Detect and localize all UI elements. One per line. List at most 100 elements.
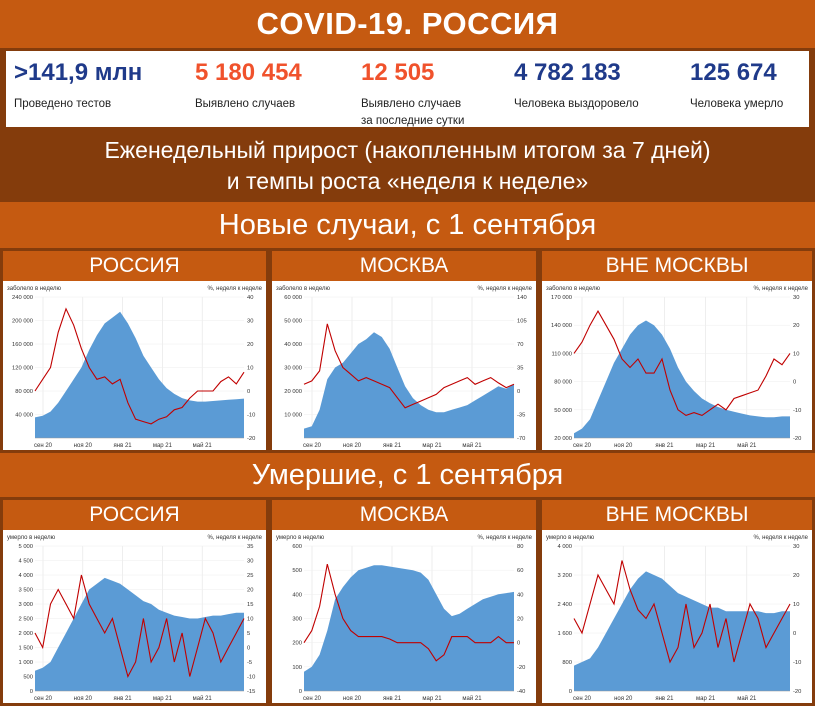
- x-tick-label: сен 20: [34, 443, 53, 449]
- right-axis-label: %, неделя к неделе: [753, 286, 808, 292]
- right-axis-label: %, неделя к неделе: [477, 286, 532, 292]
- cases-russia-panel: заболело в неделю %, неделя к неделе сен 2…: [3, 281, 266, 450]
- area-series: [304, 332, 514, 438]
- x-tick-label: мар 21: [153, 443, 173, 449]
- y-tick-label: 1 500: [18, 646, 33, 652]
- cases-row: РОССИЯ заболело в неделю %, неделя к неде…: [0, 248, 815, 453]
- deaths-moscow-chart: умерло в неделю %, неделя к неделе сен 20 н…: [276, 535, 533, 702]
- left-axis-label: умерло в неделю: [546, 535, 595, 541]
- stat-daily-cases-label-line2: за последние сутки: [361, 115, 465, 127]
- x-tick-label: май 21: [462, 442, 482, 449]
- y-tick-label: 120 000: [12, 366, 33, 372]
- y-tick-label: 10 000: [284, 413, 302, 419]
- y2-tick-label: 30: [247, 559, 253, 565]
- y-tick-label: 50 000: [554, 408, 572, 414]
- deaths-row: РОССИЯ умерло в неделю %, неделя к неделе…: [0, 497, 815, 706]
- x-tick-label: май 21: [193, 695, 213, 702]
- stat-recovered-label: Человека выздоровело: [514, 98, 639, 110]
- y-tick-label: 0: [30, 689, 33, 695]
- y-tick-label: 3 200: [557, 573, 572, 579]
- left-axis-label: заболело в неделю: [546, 286, 600, 292]
- y-tick-label: 5 000: [18, 544, 33, 550]
- y-tick-label: 40 000: [284, 342, 302, 348]
- subtitle-line1: Еженедельный прирост (накопленным итогом…: [104, 137, 711, 163]
- y-tick-label: 500: [292, 568, 302, 574]
- y2-tick-label: 20: [793, 323, 799, 329]
- x-tick-label: мар 21: [696, 443, 716, 449]
- line-series: [303, 323, 515, 409]
- y2-tick-label: 10: [793, 602, 799, 608]
- area-series: [35, 311, 244, 438]
- cases-outside-panel: заболело в неделю %, неделя к неделе сен 2…: [542, 281, 812, 450]
- right-axis-label: %, неделя к неделе: [753, 535, 808, 541]
- y-tick-label: 110 000: [551, 351, 572, 357]
- y2-tick-label: 15: [247, 602, 253, 608]
- y-tick-label: 140 000: [551, 323, 572, 329]
- y-tick-label: 170 000: [551, 295, 572, 301]
- y-tick-label: 600: [292, 544, 302, 550]
- y2-tick-label: 10: [247, 617, 253, 623]
- stat-tests-value: >141,9 млн: [14, 59, 143, 86]
- x-tick-label: май 21: [737, 695, 757, 702]
- stat-deaths-label: Человека умерло: [690, 98, 784, 110]
- y2-tick-label: 0: [793, 631, 796, 637]
- area-series: [304, 565, 514, 691]
- y2-tick-label: -20: [793, 436, 801, 442]
- y-tick-label: 80 000: [554, 380, 572, 386]
- right-axis-label: %, неделя к неделе: [207, 535, 262, 541]
- y2-tick-label: 40: [247, 295, 253, 301]
- y-tick-label: 800: [562, 660, 572, 666]
- y-tick-label: 1 000: [18, 660, 33, 666]
- cases-outside-title: ВНЕ МОСКВЫ: [542, 251, 812, 281]
- y2-tick-label: 105: [517, 319, 527, 325]
- y2-tick-label: 0: [247, 389, 250, 395]
- x-tick-label: май 21: [462, 695, 482, 702]
- y2-tick-label: 0: [247, 646, 250, 652]
- x-tick-label: мар 21: [422, 443, 442, 449]
- stat-daily-cases-label-line1: Выявлено случаев: [361, 98, 462, 110]
- y-tick-label: 3 000: [18, 602, 33, 608]
- y-tick-label: 160 000: [12, 342, 33, 348]
- right-axis-label: %, неделя к неделе: [477, 535, 532, 541]
- y2-tick-label: 35: [247, 544, 253, 550]
- y2-tick-label: 0: [517, 389, 520, 395]
- x-tick-label: янв 21: [383, 443, 402, 449]
- y-tick-label: 100: [292, 665, 302, 671]
- area-series: [574, 320, 790, 438]
- line-series: [34, 574, 245, 678]
- y-tick-label: 2 000: [18, 631, 33, 637]
- y2-tick-label: -10: [247, 675, 255, 681]
- deaths-russia-title: РОССИЯ: [3, 500, 266, 530]
- x-tick-label: ноя 20: [74, 443, 93, 449]
- y-tick-label: 80 000: [15, 389, 33, 395]
- y2-tick-label: 30: [793, 544, 799, 550]
- x-tick-label: янв 21: [655, 696, 674, 702]
- y-tick-label: 0: [569, 689, 572, 695]
- deaths-outside-title: ВНЕ МОСКВЫ: [542, 500, 812, 530]
- y-tick-label: 3 500: [18, 588, 33, 594]
- x-tick-label: мар 21: [422, 696, 442, 702]
- x-tick-label: ноя 20: [343, 696, 362, 702]
- y-tick-label: 200: [292, 641, 302, 647]
- x-tick-label: май 21: [737, 442, 757, 449]
- area-series: [35, 577, 244, 691]
- y2-tick-label: -20: [517, 665, 525, 671]
- cases-moscow-panel: заболело в неделю %, неделя к неделе сен 2…: [272, 281, 536, 450]
- y-tick-label: 2 500: [18, 617, 33, 623]
- y-tick-label: 300: [292, 617, 302, 623]
- deaths-outside-panel: умерло в неделю %, неделя к неделе сен 20 н…: [542, 530, 812, 703]
- y2-tick-label: -35: [517, 413, 525, 419]
- y-tick-label: 400: [292, 592, 302, 598]
- y2-tick-label: 20: [247, 588, 253, 594]
- y2-tick-label: 20: [247, 342, 253, 348]
- x-tick-label: сен 20: [34, 696, 53, 702]
- y2-tick-label: -70: [517, 436, 525, 442]
- x-tick-label: мар 21: [696, 696, 716, 702]
- y2-tick-label: 140: [517, 295, 527, 301]
- y2-tick-label: -20: [247, 436, 255, 442]
- subtitle-line2: и темпы роста «неделя к неделе»: [226, 168, 589, 194]
- x-tick-label: янв 21: [383, 696, 402, 702]
- cases-outside-chart: заболело в неделю %, неделя к неделе сен 2…: [546, 286, 809, 449]
- y-tick-label: 4 000: [18, 573, 33, 579]
- y-tick-label: 20 000: [284, 389, 302, 395]
